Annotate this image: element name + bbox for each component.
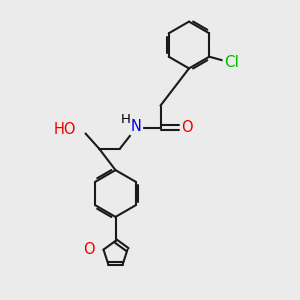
Text: HO: HO bbox=[54, 122, 76, 137]
Text: O: O bbox=[181, 120, 193, 135]
Text: H: H bbox=[121, 112, 131, 126]
Text: O: O bbox=[83, 242, 95, 257]
Text: N: N bbox=[131, 119, 142, 134]
Text: Cl: Cl bbox=[224, 55, 239, 70]
